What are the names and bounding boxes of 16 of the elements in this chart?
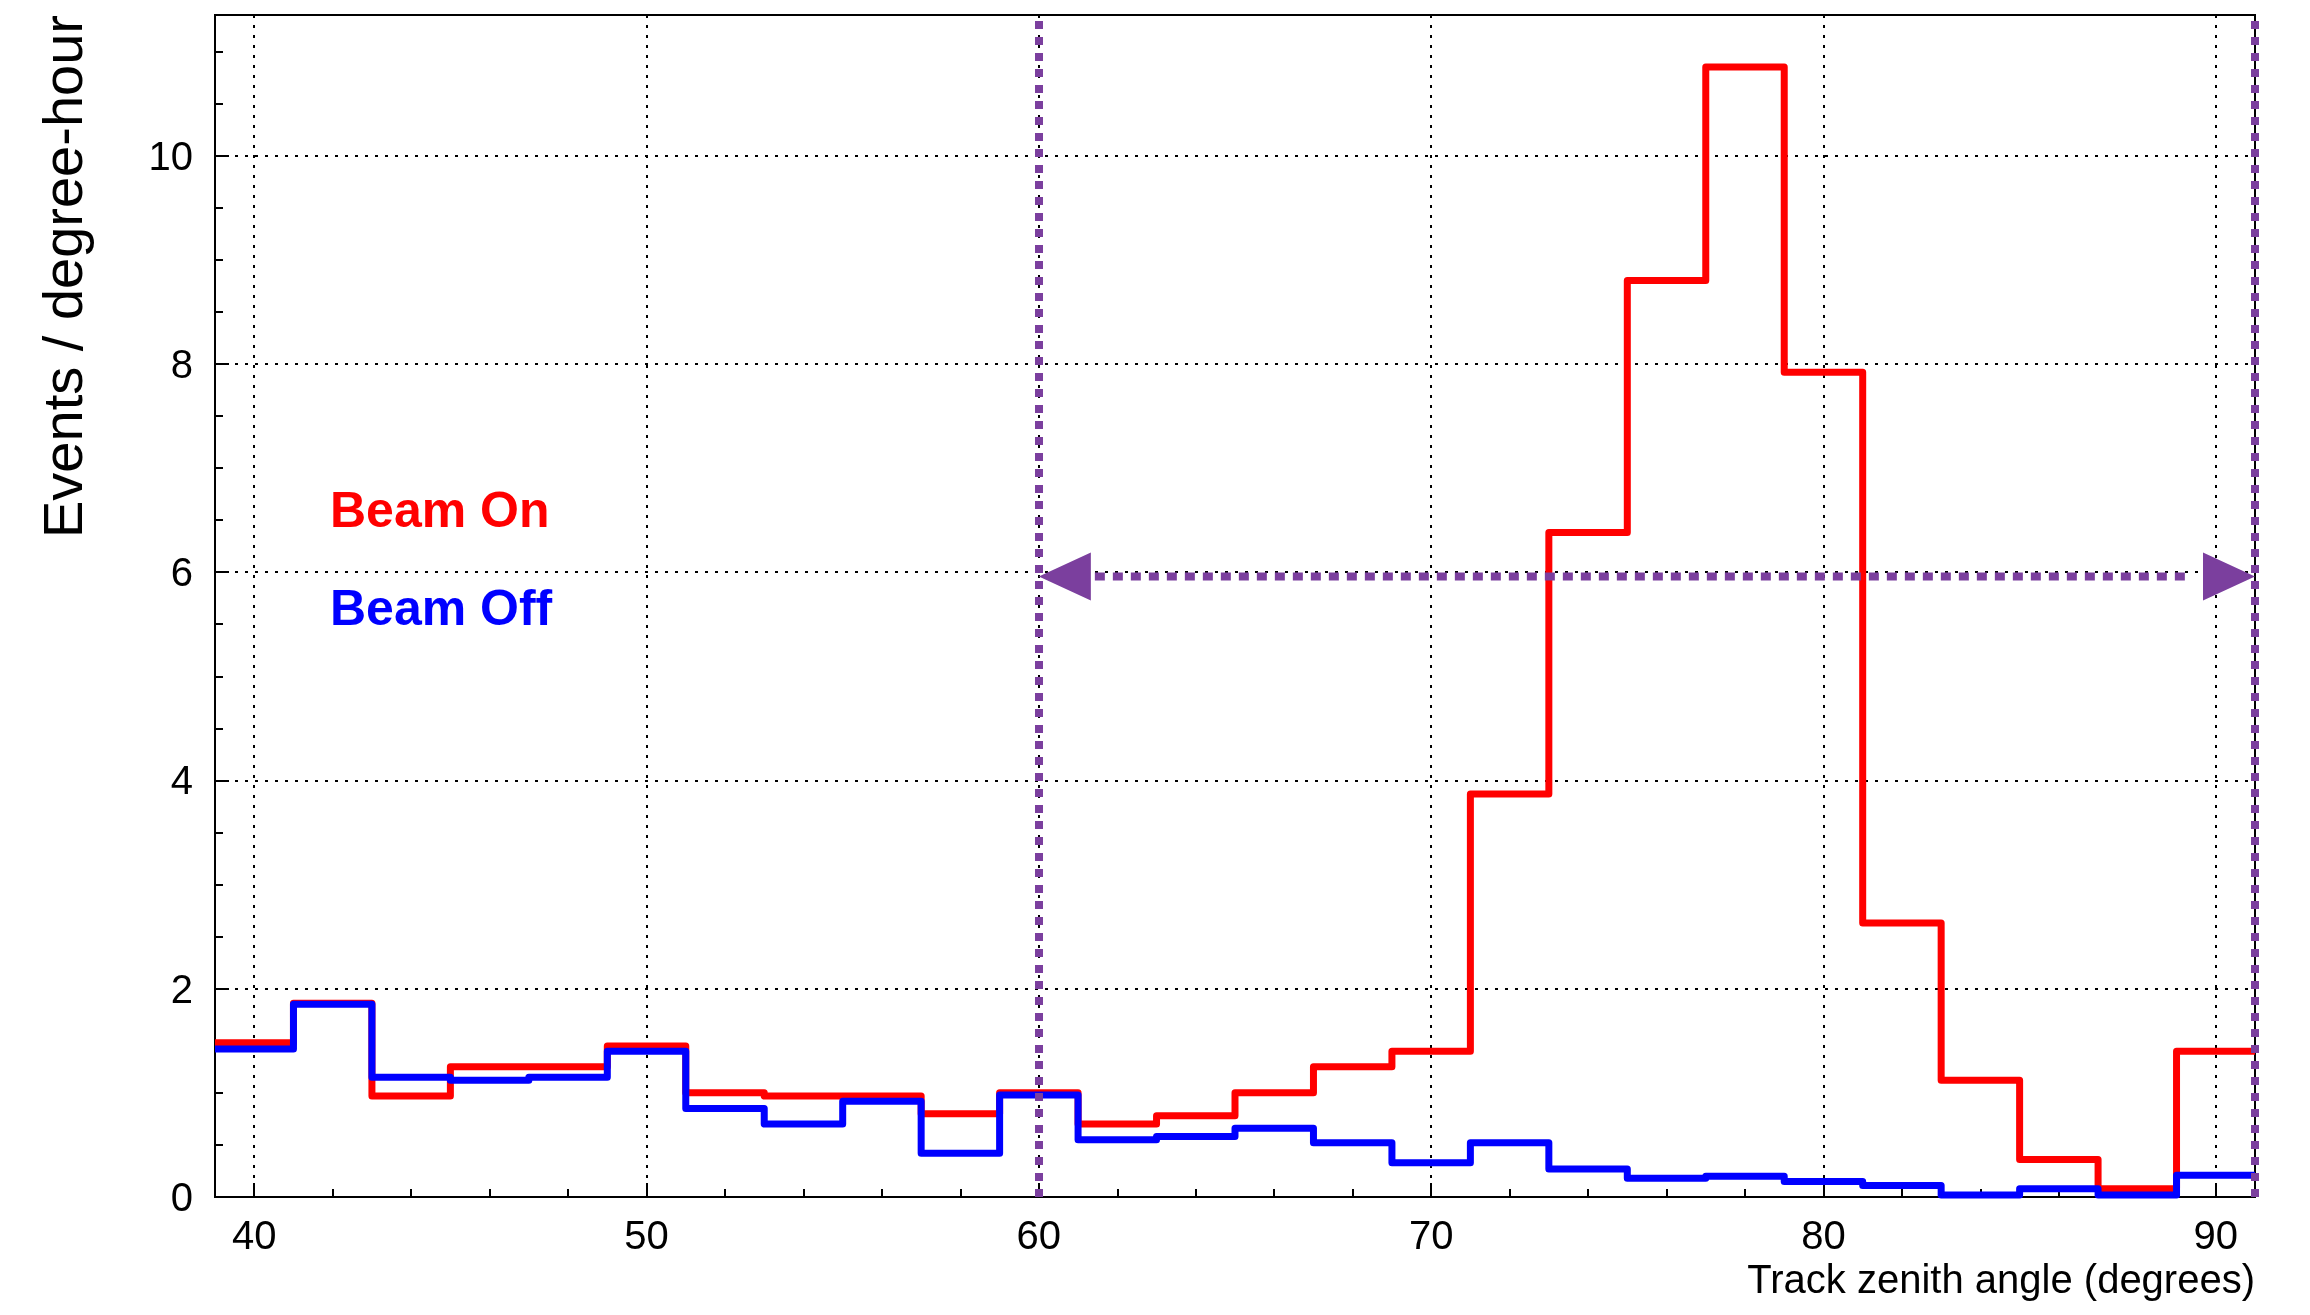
x-tick-label: 50 [624, 1213, 669, 1257]
y-tick-label: 8 [170, 341, 193, 386]
x-tick-label: 40 [231, 1213, 277, 1257]
y-tick-label: 4 [170, 758, 193, 803]
text: Beam On [330, 482, 550, 538]
x-tick-label: 80 [1801, 1213, 1846, 1257]
y-axis-title: Events / degree-hour [30, 15, 94, 538]
x-tick-label: 70 [1408, 1213, 1454, 1257]
x-tick-label: 90 [2193, 1213, 2239, 1257]
x-axis-title: Track zenith angle (degrees) [1747, 1257, 2255, 1301]
y-tick-label: 0 [170, 1175, 193, 1219]
text: Beam Off [330, 580, 553, 636]
y-tick-label: 10 [148, 133, 193, 178]
y-tick-label: 6 [170, 550, 193, 595]
y-tick-label: 2 [170, 966, 193, 1011]
x-tick-label: 60 [1016, 1213, 1062, 1257]
